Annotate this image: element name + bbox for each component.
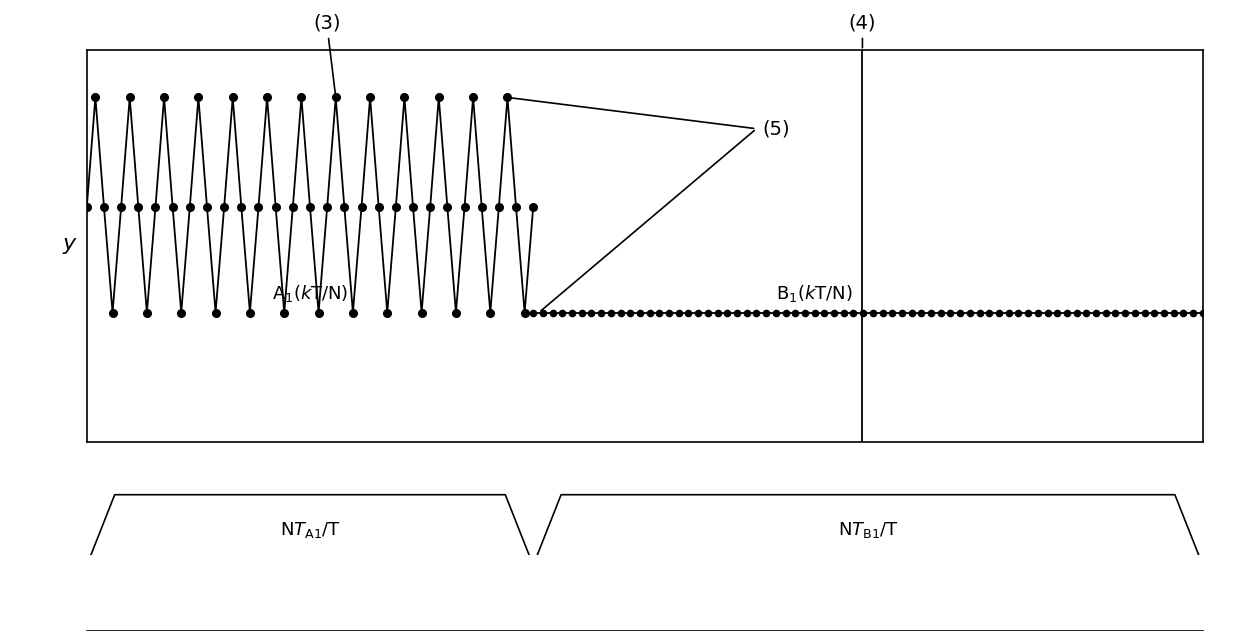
Text: A$_1$($k$T/N): A$_1$($k$T/N) [272,283,348,304]
Text: (3): (3) [312,14,341,95]
Text: N$T_{\mathrm{A1}}$/T: N$T_{\mathrm{A1}}$/T [279,520,341,540]
Text: (5): (5) [761,119,790,138]
Text: B$_1$($k$T/N): B$_1$($k$T/N) [776,283,853,304]
Text: (4): (4) [848,14,877,48]
Text: N$T_{\mathrm{B1}}$/T: N$T_{\mathrm{B1}}$/T [837,520,899,540]
Y-axis label: $y$: $y$ [62,236,78,256]
